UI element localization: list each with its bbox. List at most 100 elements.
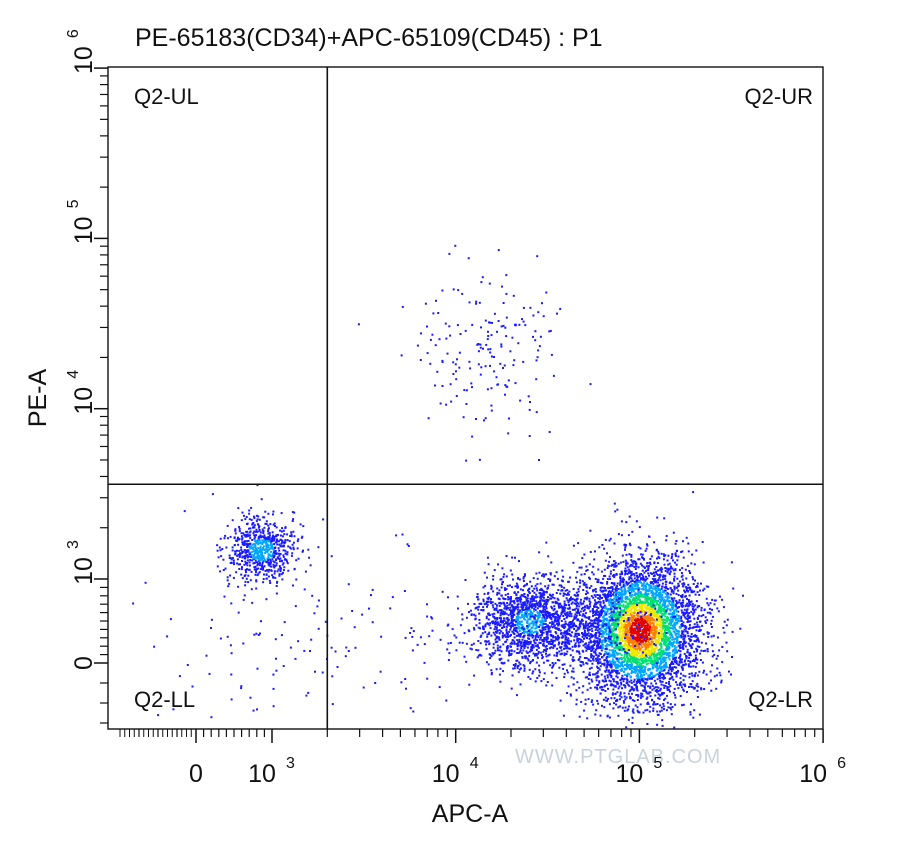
event-dot	[616, 669, 619, 672]
event-dot	[502, 597, 505, 600]
event-dot	[511, 630, 514, 633]
event-dot	[272, 576, 275, 579]
event-dot	[578, 627, 581, 630]
event-dot	[258, 525, 261, 528]
event-dot	[290, 535, 293, 538]
event-dot	[589, 622, 591, 625]
event-dot	[675, 632, 678, 635]
event-dot	[671, 553, 674, 556]
event-dot	[220, 555, 223, 558]
event-dot	[541, 624, 544, 627]
event-dot	[688, 601, 691, 604]
event-dot	[473, 628, 476, 631]
event-dot	[216, 565, 219, 568]
event-dot	[655, 572, 658, 575]
event-dot	[539, 651, 542, 654]
event-dot	[576, 593, 579, 596]
event-dot	[591, 654, 594, 657]
event-dot	[275, 669, 278, 672]
event-dot	[642, 711, 645, 714]
event-dot	[647, 592, 650, 595]
event-dot	[620, 683, 623, 686]
event-dot	[267, 546, 270, 549]
event-dot	[725, 641, 728, 644]
event-dot	[719, 595, 721, 598]
event-dot	[562, 626, 565, 628]
event-dot	[284, 558, 287, 561]
event-dot	[581, 619, 584, 622]
event-dot	[496, 617, 499, 619]
event-dot	[632, 562, 635, 565]
event-dot	[669, 703, 672, 706]
event-dot	[541, 640, 544, 643]
event-dot	[698, 713, 701, 716]
event-dot	[249, 537, 252, 540]
event-dot	[590, 666, 593, 669]
event-dot	[647, 617, 650, 620]
event-dot	[605, 652, 608, 655]
event-dot	[532, 644, 535, 647]
event-dot	[579, 601, 582, 604]
event-dot	[567, 647, 570, 650]
event-dot	[282, 529, 285, 532]
event-dot	[672, 691, 675, 694]
event-dot	[545, 638, 548, 641]
event-dot	[624, 684, 627, 687]
event-dot	[596, 667, 599, 669]
event-dot	[526, 627, 529, 630]
event-dot	[599, 629, 602, 632]
event-dot	[491, 613, 494, 616]
event-dot	[491, 604, 494, 607]
event-dot	[682, 540, 684, 543]
event-dot	[518, 613, 521, 616]
event-dot	[555, 637, 558, 640]
event-dot	[570, 602, 573, 605]
event-dot	[244, 534, 247, 536]
event-dot	[531, 603, 534, 606]
event-dot	[592, 565, 595, 568]
event-dot	[562, 623, 565, 626]
event-dot	[279, 560, 281, 563]
event-dot	[648, 609, 651, 612]
event-dot	[575, 698, 578, 701]
event-dot	[302, 549, 304, 552]
event-dot	[496, 593, 499, 596]
event-dot	[586, 688, 589, 691]
event-dot	[630, 670, 633, 672]
event-dot	[593, 642, 596, 645]
event-dot	[273, 550, 276, 553]
event-dot	[551, 596, 554, 599]
event-dot	[564, 593, 566, 596]
event-dot	[695, 621, 698, 624]
event-dot	[673, 645, 676, 648]
event-dot	[635, 592, 638, 595]
event-dot	[648, 613, 651, 616]
event-dot	[631, 611, 633, 614]
event-dot	[675, 540, 678, 542]
event-dot	[606, 659, 609, 662]
event-dot	[700, 609, 703, 612]
event-dot	[547, 659, 550, 662]
event-dot	[249, 559, 252, 561]
event-dot	[538, 605, 541, 608]
event-dot	[702, 589, 705, 592]
event-dot	[647, 611, 650, 614]
event-dot	[468, 630, 471, 633]
event-dot	[666, 600, 669, 603]
event-dot	[504, 598, 507, 601]
event-dot	[519, 588, 522, 591]
event-dot	[503, 611, 506, 614]
event-dot	[649, 561, 651, 564]
event-dot	[627, 644, 630, 647]
event-dot	[642, 565, 645, 568]
event-dot	[535, 625, 538, 628]
event-dot	[490, 671, 493, 674]
event-dot	[267, 530, 270, 533]
event-dot	[524, 645, 527, 648]
event-dot	[247, 556, 249, 559]
event-dot	[478, 622, 481, 625]
event-dot	[579, 641, 582, 644]
event-dot	[658, 583, 661, 586]
event-dot	[476, 606, 479, 609]
event-dot	[655, 621, 658, 624]
